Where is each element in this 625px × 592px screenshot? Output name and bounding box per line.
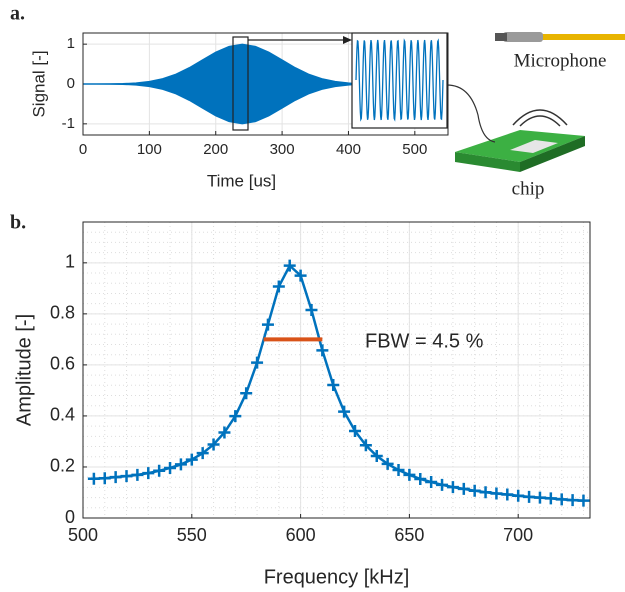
data-marker — [272, 280, 285, 293]
y-axis-label: Amplitude [-] — [13, 314, 35, 426]
x-tick-label: 550 — [177, 525, 207, 545]
data-marker — [533, 491, 546, 504]
chip-icon — [446, 84, 585, 172]
data-marker — [468, 484, 481, 497]
data-marker — [207, 438, 220, 451]
data-marker — [523, 490, 536, 503]
data-marker — [240, 387, 253, 400]
y-tick-label: 0.4 — [50, 405, 75, 425]
zoom-arrowhead — [343, 36, 352, 44]
data-marker — [359, 439, 372, 452]
data-marker — [392, 464, 405, 477]
axes-box — [82, 221, 591, 519]
data-marker — [316, 344, 329, 357]
data-marker — [229, 410, 242, 423]
data-marker — [218, 426, 231, 439]
selection-box — [232, 36, 249, 131]
x-tick-label: 300 — [270, 141, 295, 158]
data-marker — [544, 492, 557, 505]
data-marker — [164, 461, 177, 474]
data-marker — [577, 494, 590, 507]
data-marker — [120, 470, 133, 483]
data-marker — [436, 478, 449, 491]
x-tick-label: 0 — [79, 141, 87, 158]
data-marker — [142, 467, 155, 480]
x-tick-label: 400 — [336, 141, 361, 158]
x-tick-label: 500 — [68, 525, 98, 545]
data-marker — [490, 487, 503, 500]
data-marker — [555, 493, 568, 506]
annotation: Microphone — [514, 50, 607, 71]
data-marker — [283, 259, 296, 272]
data-marker — [109, 471, 122, 484]
data-marker — [479, 486, 492, 499]
data-marker — [457, 482, 470, 495]
inset-wave — [355, 38, 444, 122]
x-tick-label: 700 — [503, 525, 533, 545]
x-tick-label: 100 — [137, 141, 162, 158]
y-tick-label: 1 — [67, 35, 75, 52]
y-tick-label: 1 — [65, 252, 75, 272]
data-marker — [414, 472, 427, 485]
fbw-label: FBW = 4.5 % — [365, 331, 484, 353]
y-tick-label: -1 — [62, 115, 75, 132]
y-tick-label: 0 — [65, 507, 75, 527]
axes-box — [82, 32, 449, 136]
data-marker — [327, 379, 340, 392]
panel-label: b. — [10, 212, 26, 234]
data-marker — [153, 464, 166, 477]
x-tick-label: 650 — [394, 525, 424, 545]
data-marker — [403, 468, 416, 481]
data-marker — [294, 269, 307, 282]
x-tick-label: 200 — [203, 141, 228, 158]
data-marker — [87, 472, 100, 485]
data-marker — [446, 481, 459, 494]
data-marker — [501, 488, 514, 501]
data-marker — [512, 489, 525, 502]
data-marker — [251, 356, 264, 369]
data-marker — [566, 494, 579, 507]
data-marker — [131, 468, 144, 481]
y-tick-label: 0.8 — [50, 303, 75, 323]
data-marker — [261, 318, 274, 331]
data-marker — [98, 472, 111, 485]
data-marker — [381, 457, 394, 470]
data-marker — [305, 304, 318, 317]
data-marker — [348, 424, 361, 437]
x-tick-label: 500 — [402, 141, 427, 158]
y-tick-label: 0.2 — [50, 456, 75, 476]
panel-label: a. — [10, 3, 25, 25]
data-marker — [370, 449, 383, 462]
y-tick-label: 0 — [67, 75, 75, 92]
y-tick-label: 0.6 — [50, 354, 75, 374]
microphone-icon — [495, 32, 625, 42]
y-axis-label: Signal [-] — [29, 50, 48, 117]
data-marker — [174, 458, 187, 471]
data-marker — [425, 476, 438, 489]
data-marker — [185, 453, 198, 466]
annotation: chip — [512, 178, 545, 199]
data-marker — [338, 405, 351, 418]
x-tick-label: 600 — [286, 525, 316, 545]
x-axis-label: Frequency [kHz] — [264, 566, 410, 588]
data-marker — [196, 447, 209, 460]
x-axis-label: Time [us] — [207, 171, 276, 190]
